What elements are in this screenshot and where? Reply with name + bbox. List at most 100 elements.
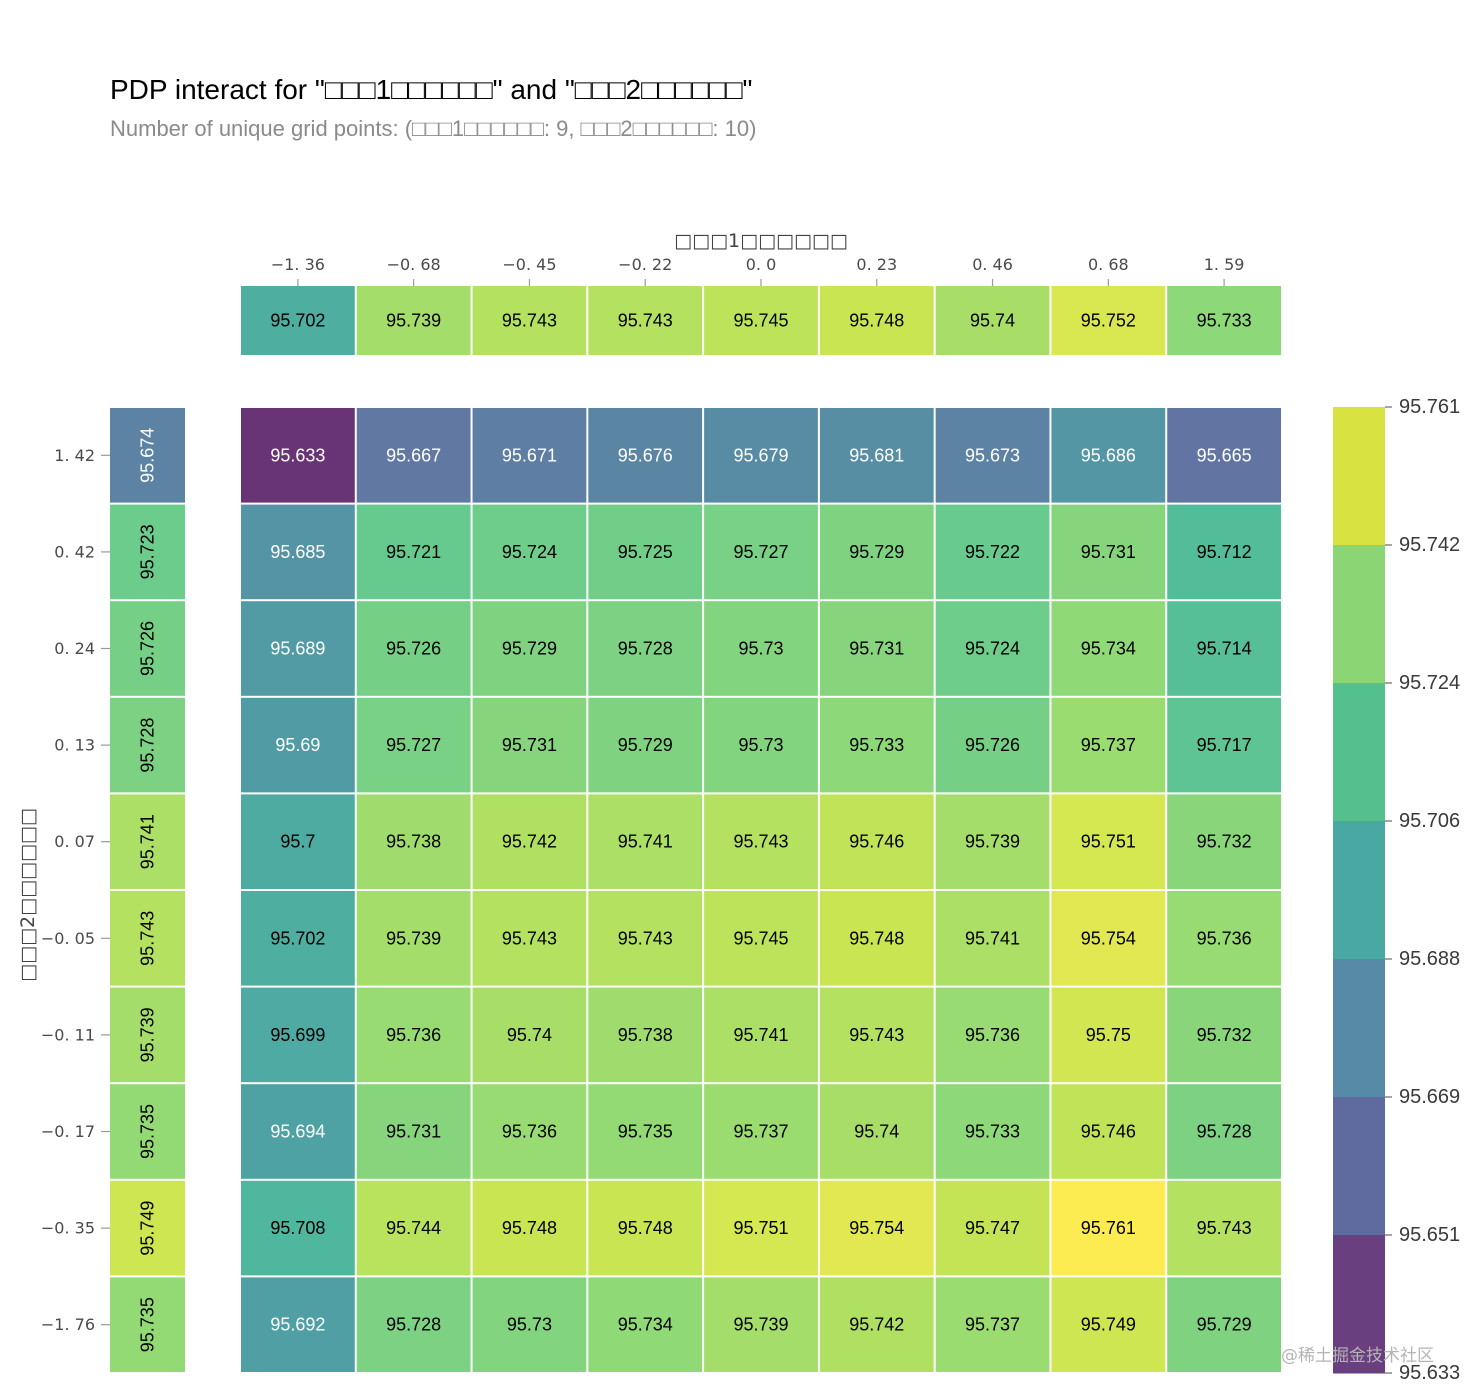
heatmap-cell xyxy=(588,1084,703,1179)
heatmap-cell-label: 95.721 xyxy=(386,542,441,562)
colorbar-band xyxy=(1333,959,1385,1098)
heatmap-cell xyxy=(704,987,818,1083)
heatmap-cell-label: 95.748 xyxy=(618,1218,673,1238)
y-marginal-cell xyxy=(110,891,185,986)
heatmap-cell-label: 95.761 xyxy=(1081,1218,1136,1238)
heatmap-cell xyxy=(241,891,355,986)
heatmap-cell-label: 95.743 xyxy=(849,1025,904,1045)
heatmap-cell-label: 95.724 xyxy=(502,542,557,562)
heatmap-cell xyxy=(356,1084,471,1179)
heatmap-cell-label: 95.745 xyxy=(733,928,788,948)
x-marginal-cell-label: 95.743 xyxy=(502,311,557,331)
y-marginal-cell-label: 95.728 xyxy=(138,718,158,773)
heatmap-cell xyxy=(935,601,1050,696)
heatmap-cell-label: 95.741 xyxy=(618,832,673,852)
heatmap-cell xyxy=(1167,1180,1281,1276)
heatmap-cell-label: 95.744 xyxy=(386,1218,441,1238)
y-tick-label: −1. 76 xyxy=(41,1315,95,1334)
x-tick-label: 0. 46 xyxy=(972,255,1013,274)
heatmap-cell-label: 95.729 xyxy=(502,639,557,659)
y-marginal-cell-label: 95.739 xyxy=(138,1007,158,1062)
colorbar-band xyxy=(1333,1097,1385,1236)
heatmap-cell xyxy=(588,891,703,986)
x-axis-label: □□□1□□□□□□ xyxy=(674,230,848,252)
heatmap-cell-label: 95.736 xyxy=(965,1025,1020,1045)
heatmap-cell xyxy=(1167,1084,1281,1179)
y-marginal-cell xyxy=(110,504,185,600)
x-tick-label: −1. 36 xyxy=(271,255,325,274)
y-tick-label: −0. 35 xyxy=(41,1219,95,1238)
heatmap-cell xyxy=(819,697,934,793)
heatmap-cell-label: 95.728 xyxy=(618,639,673,659)
x-tick-label: 0. 68 xyxy=(1088,255,1129,274)
heatmap-cell-label: 95.743 xyxy=(733,832,788,852)
x-marginal-cell-label: 95.743 xyxy=(618,311,673,331)
heatmap-cell-label: 95.731 xyxy=(386,1122,441,1142)
heatmap-cell xyxy=(935,987,1050,1083)
x-marginal-cell xyxy=(819,286,934,355)
y-marginal-cell xyxy=(110,697,185,793)
heatmap-cell-label: 95.738 xyxy=(386,832,441,852)
heatmap-cell-label: 95.725 xyxy=(618,542,673,562)
heatmap-cell xyxy=(704,697,818,793)
heatmap-grid: 95.633 95.667 95.671 95.676 95.679 95.681 95.6… xyxy=(241,408,1281,1372)
heatmap-cell xyxy=(819,1180,934,1276)
heatmap-cell-label: 95.739 xyxy=(733,1315,788,1335)
heatmap-cell xyxy=(819,504,934,600)
heatmap-cell-label: 95.708 xyxy=(270,1218,325,1238)
heatmap-cell-label: 95.699 xyxy=(270,1025,325,1045)
heatmap-cell-label: 95.673 xyxy=(965,445,1020,465)
x-marginal-cell xyxy=(356,286,471,355)
heatmap-cell xyxy=(935,794,1050,889)
heatmap-cell xyxy=(241,1277,355,1372)
heatmap-cell xyxy=(1051,408,1166,503)
heatmap-cell xyxy=(472,504,587,600)
heatmap-cell-label: 95.741 xyxy=(965,928,1020,948)
heatmap-cell xyxy=(819,987,934,1083)
y-marginal-cell-label: 95.726 xyxy=(138,621,158,676)
heatmap-cell-label: 95.7 xyxy=(280,832,315,852)
heatmap-cell xyxy=(1167,891,1281,986)
colorbar-tick-label: 95.688 xyxy=(1399,948,1460,970)
heatmap-cell-label: 95.679 xyxy=(733,445,788,465)
heatmap-cell xyxy=(704,1277,818,1372)
heatmap-cell-label: 95.694 xyxy=(270,1122,325,1142)
heatmap-cell xyxy=(935,504,1050,600)
heatmap-cell xyxy=(472,987,587,1083)
y-tick-label: −0. 17 xyxy=(41,1122,95,1141)
x-marginal-cell xyxy=(472,286,587,355)
watermark-text: @稀土掘金技术社区 xyxy=(1281,1346,1434,1366)
heatmap-cell-label: 95.75 xyxy=(1086,1025,1131,1045)
heatmap-cell xyxy=(588,601,703,696)
y-marginal-cell-label: 95.743 xyxy=(138,911,158,966)
y-tick-label: 0. 07 xyxy=(54,832,95,851)
x-marginal-cell-label: 95.748 xyxy=(849,311,904,331)
heatmap-cell xyxy=(819,1277,934,1372)
heatmap-cell-label: 95.749 xyxy=(1081,1315,1136,1335)
heatmap-cell xyxy=(819,891,934,986)
y-marginal-cell xyxy=(110,601,185,696)
heatmap-cell-label: 95.712 xyxy=(1197,542,1252,562)
y-marginal-cell xyxy=(110,987,185,1083)
heatmap-cell-label: 95.69 xyxy=(275,735,320,755)
heatmap-cell xyxy=(1051,891,1166,986)
x-tick-label: −0. 45 xyxy=(502,255,556,274)
heatmap-cell-label: 95.731 xyxy=(502,735,557,755)
heatmap-cell xyxy=(1051,987,1166,1083)
y-marginal-cell xyxy=(110,1084,185,1179)
heatmap-cell-label: 95.739 xyxy=(386,928,441,948)
heatmap-cell xyxy=(472,794,587,889)
heatmap-cell-label: 95.738 xyxy=(618,1025,673,1045)
heatmap-cell xyxy=(1167,987,1281,1083)
y-tick-label: −0. 05 xyxy=(41,929,95,948)
heatmap-cell xyxy=(241,504,355,600)
heatmap-cell xyxy=(935,1084,1050,1179)
heatmap-cell xyxy=(356,1277,471,1372)
heatmap-cell-label: 95.739 xyxy=(965,832,1020,852)
x-marginal-cell-label: 95.702 xyxy=(270,311,325,331)
colorbar-tick-label: 95.633 xyxy=(1399,1362,1460,1384)
heatmap-cell xyxy=(819,601,934,696)
x-marginal-cell xyxy=(1167,286,1281,355)
heatmap-cell xyxy=(1051,504,1166,600)
y-marginal-cell-label: 95.749 xyxy=(138,1201,158,1256)
